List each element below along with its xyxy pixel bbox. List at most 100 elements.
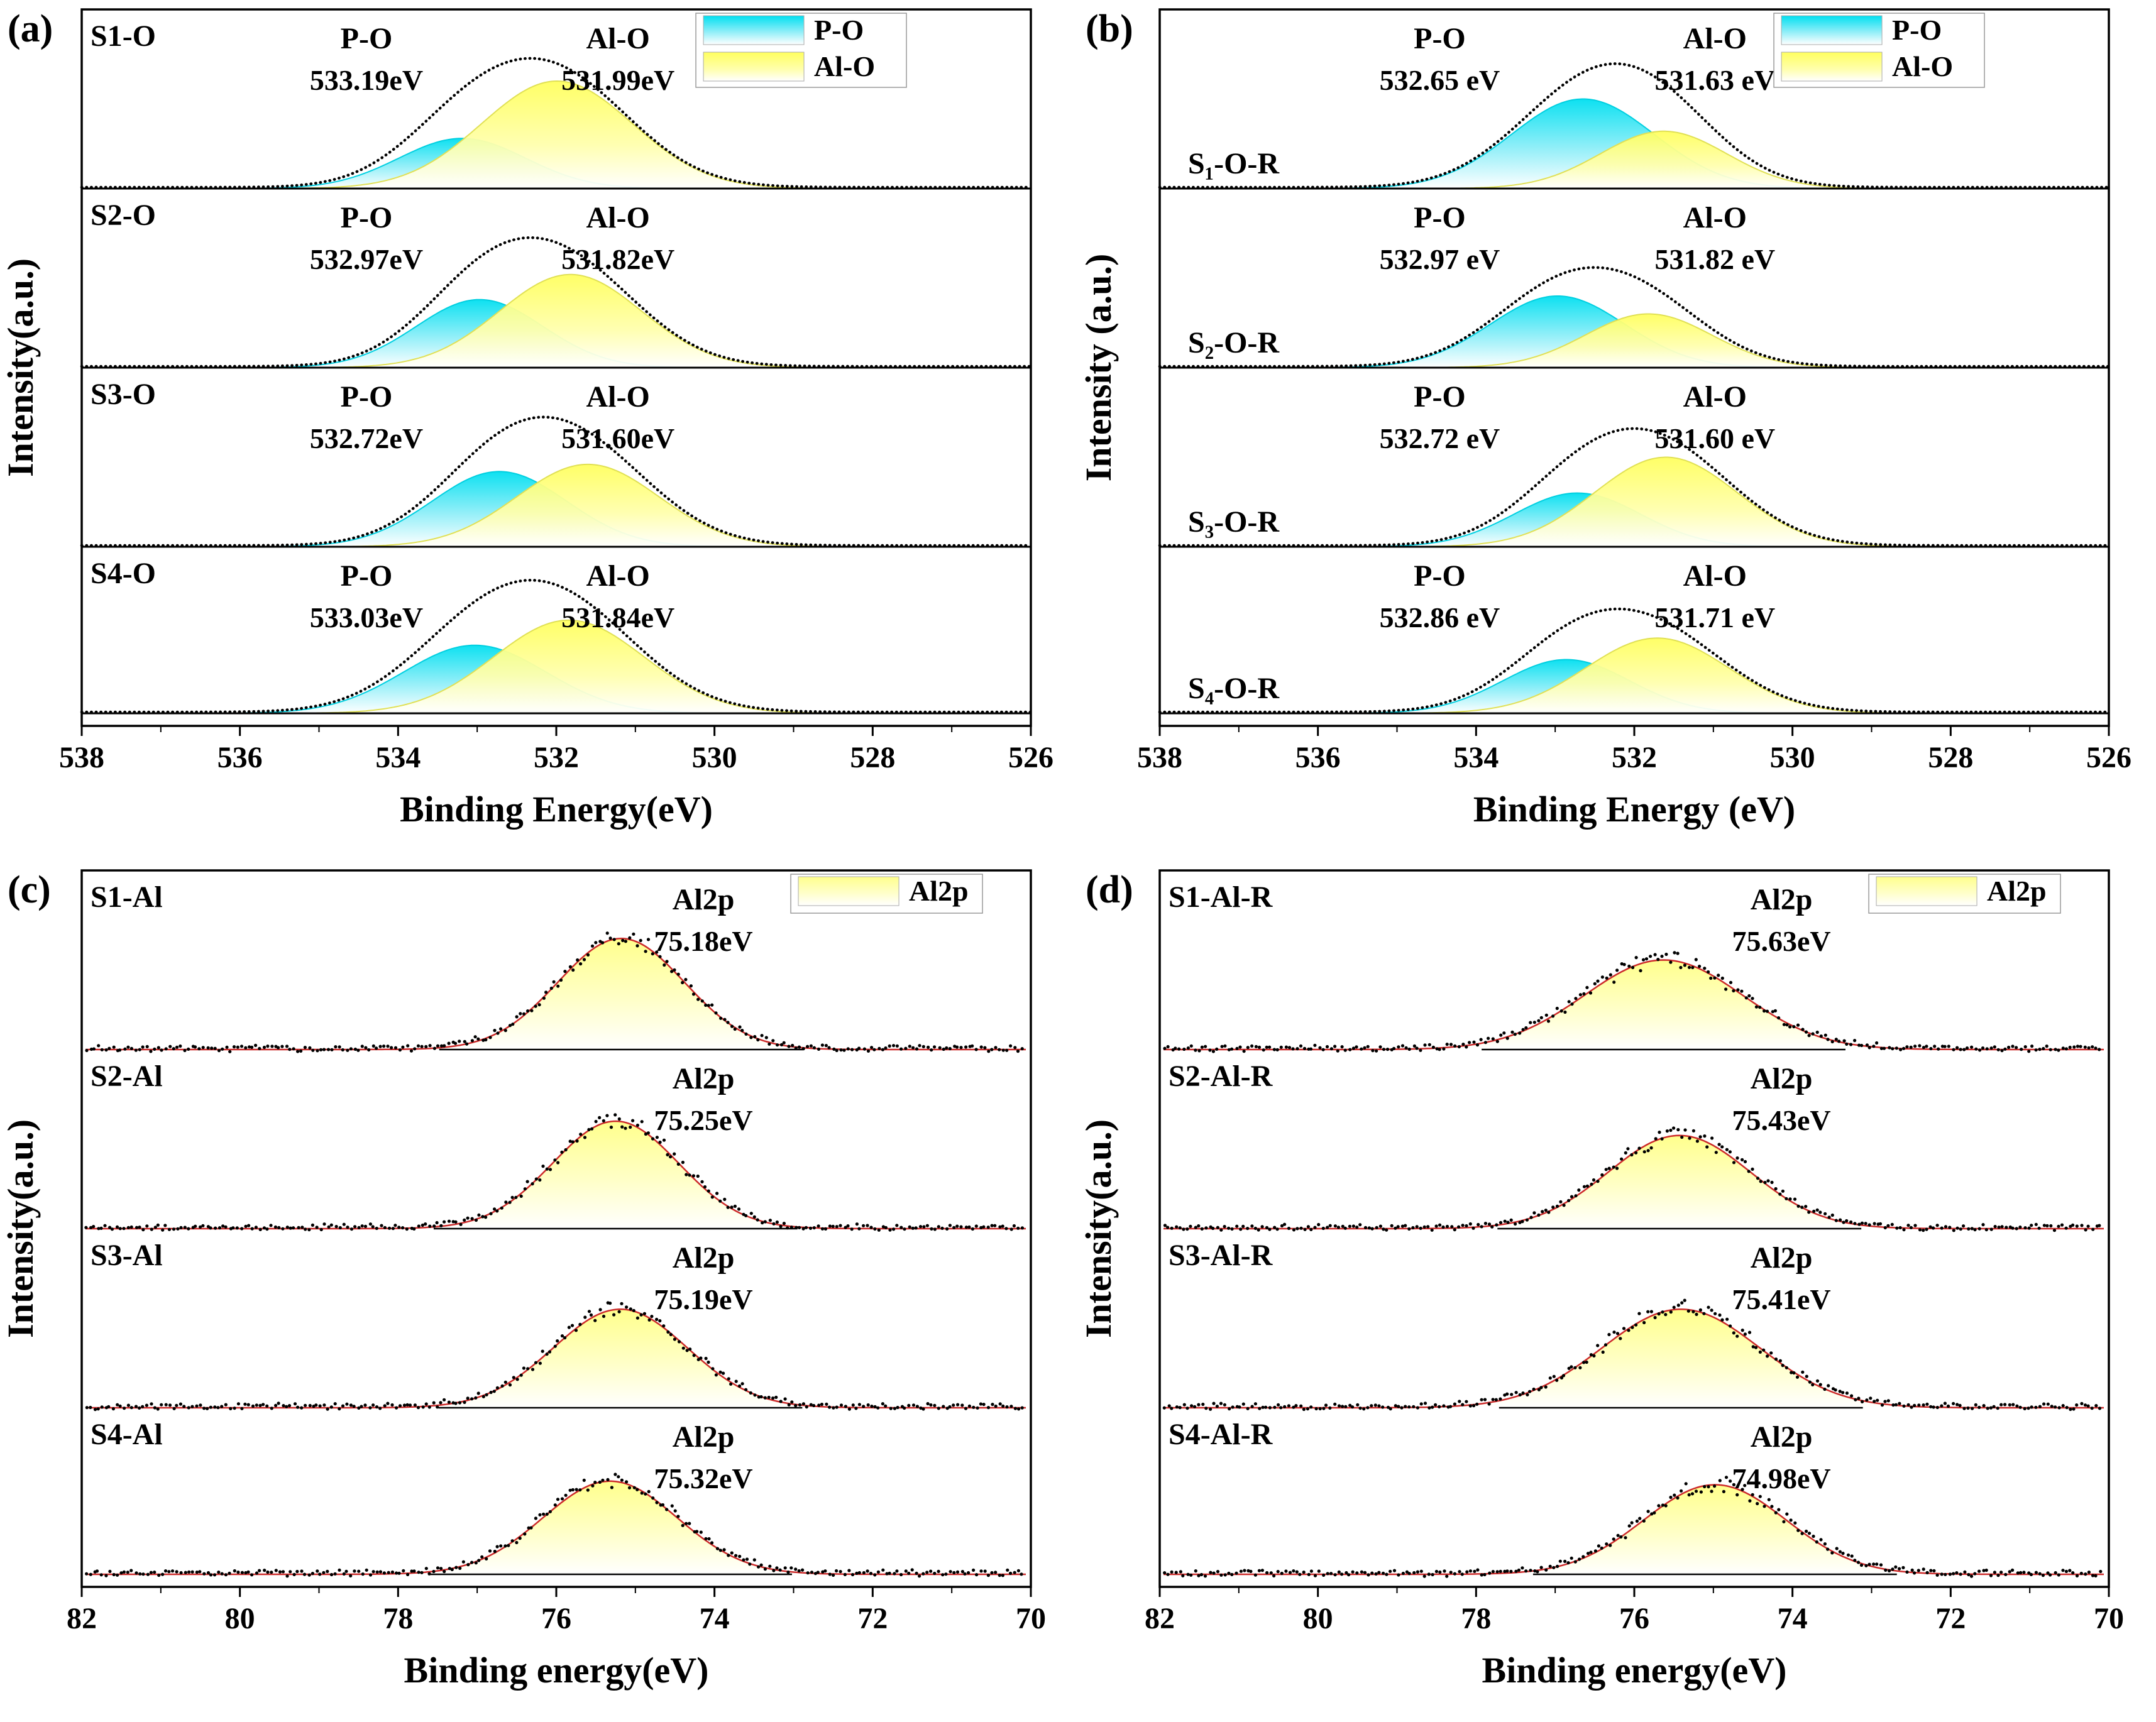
data-point [126, 1045, 130, 1049]
data-point [612, 1313, 616, 1317]
data-point [2042, 1224, 2046, 1227]
data-point [673, 1509, 677, 1513]
data-point [1423, 1043, 1427, 1047]
data-point [1841, 1552, 1845, 1555]
legend-label: P-O [814, 14, 864, 46]
data-point [625, 1305, 629, 1309]
data-point [2080, 1224, 2084, 1227]
data-point [153, 1226, 157, 1229]
data-point [1970, 1045, 1974, 1049]
data-point [1864, 1222, 1867, 1226]
data-point [1804, 1030, 1808, 1034]
data-point [1943, 1045, 1947, 1048]
data-point [1989, 1406, 1993, 1410]
data-point [1574, 997, 1578, 1001]
data-point [1499, 1397, 1502, 1401]
data-point [1672, 1305, 1676, 1309]
data-point [484, 1038, 488, 1042]
data-point [1880, 1403, 1884, 1407]
data-point [1272, 1574, 1276, 1577]
data-point [1351, 1570, 1355, 1574]
data-point [666, 1330, 670, 1334]
data-point [1883, 1400, 1887, 1403]
data-point [642, 1312, 646, 1315]
data-point [1913, 1403, 1917, 1407]
data-point [1559, 1376, 1564, 1379]
data-point [1434, 1403, 1438, 1407]
data-point [1853, 1559, 1857, 1562]
data-point [889, 1407, 893, 1410]
data-point [240, 1571, 244, 1574]
data-point [1578, 993, 1582, 997]
data-point [768, 1564, 772, 1568]
data-point [160, 1048, 163, 1052]
data-point [2098, 1048, 2101, 1051]
data-point [1770, 1180, 1774, 1184]
data-point [1635, 1519, 1639, 1523]
data-point [1898, 1567, 1901, 1571]
data-point [1366, 1406, 1370, 1410]
legend-label: Al2p [909, 875, 969, 907]
data-point [1329, 1047, 1333, 1051]
data-point [982, 1225, 986, 1229]
data-point [116, 1403, 119, 1407]
data-point [593, 1481, 597, 1484]
data-point [2099, 1569, 2103, 1574]
data-point [1570, 1365, 1573, 1369]
data-point [349, 1227, 354, 1231]
x-tick-label: 534 [375, 741, 421, 774]
data-point [870, 1046, 874, 1050]
data-point [1955, 1046, 1959, 1050]
data-point [1514, 1569, 1518, 1573]
data-point [1415, 1046, 1419, 1050]
data-point [405, 1403, 409, 1407]
x-tick-label: 72 [857, 1602, 888, 1635]
data-point [1555, 1378, 1559, 1382]
data-point [175, 1045, 179, 1049]
data-point [940, 1226, 944, 1230]
data-point [1435, 1047, 1439, 1051]
data-point [847, 1569, 851, 1572]
data-point [1404, 1046, 1408, 1050]
data-point [206, 1046, 210, 1050]
data-point [1400, 1406, 1404, 1410]
data-point [349, 1574, 353, 1577]
data-point [862, 1405, 866, 1408]
data-point [737, 1207, 741, 1211]
envelope-curve [1158, 427, 2110, 547]
data-point [447, 1041, 451, 1045]
data-point [393, 1224, 397, 1227]
data-point [998, 1574, 1001, 1577]
data-point [1894, 1403, 1898, 1407]
data-point [481, 1038, 485, 1042]
peak-name-label: Al-O [1683, 201, 1747, 234]
peak-name-label: P-O [1414, 201, 1466, 234]
data-point [1283, 1405, 1287, 1408]
x-tick-label: 532 [534, 741, 579, 774]
data-point [677, 1340, 681, 1344]
data-point [571, 968, 575, 972]
data-point [673, 968, 676, 972]
data-point [1698, 965, 1702, 968]
data-point [1211, 1226, 1215, 1231]
data-point [575, 1139, 579, 1143]
data-point [346, 1048, 349, 1052]
data-point [134, 1048, 138, 1052]
data-point [681, 1523, 685, 1527]
data-point [1295, 1047, 1299, 1051]
data-point [1815, 1379, 1820, 1383]
data-point [1431, 1572, 1434, 1577]
peak-fill-Al2p [85, 938, 1027, 1050]
data-point [474, 1561, 478, 1565]
data-point [409, 1049, 414, 1053]
data-point [499, 1027, 503, 1031]
data-point [1197, 1574, 1201, 1577]
data-point [692, 1354, 696, 1357]
data-point [744, 1214, 748, 1217]
data-point [956, 1403, 960, 1407]
data-point [979, 1569, 983, 1573]
data-point [318, 1404, 322, 1408]
data-point [1551, 1205, 1555, 1209]
data-point [476, 1037, 480, 1041]
peak-name-label: Al2p [1751, 1062, 1813, 1095]
